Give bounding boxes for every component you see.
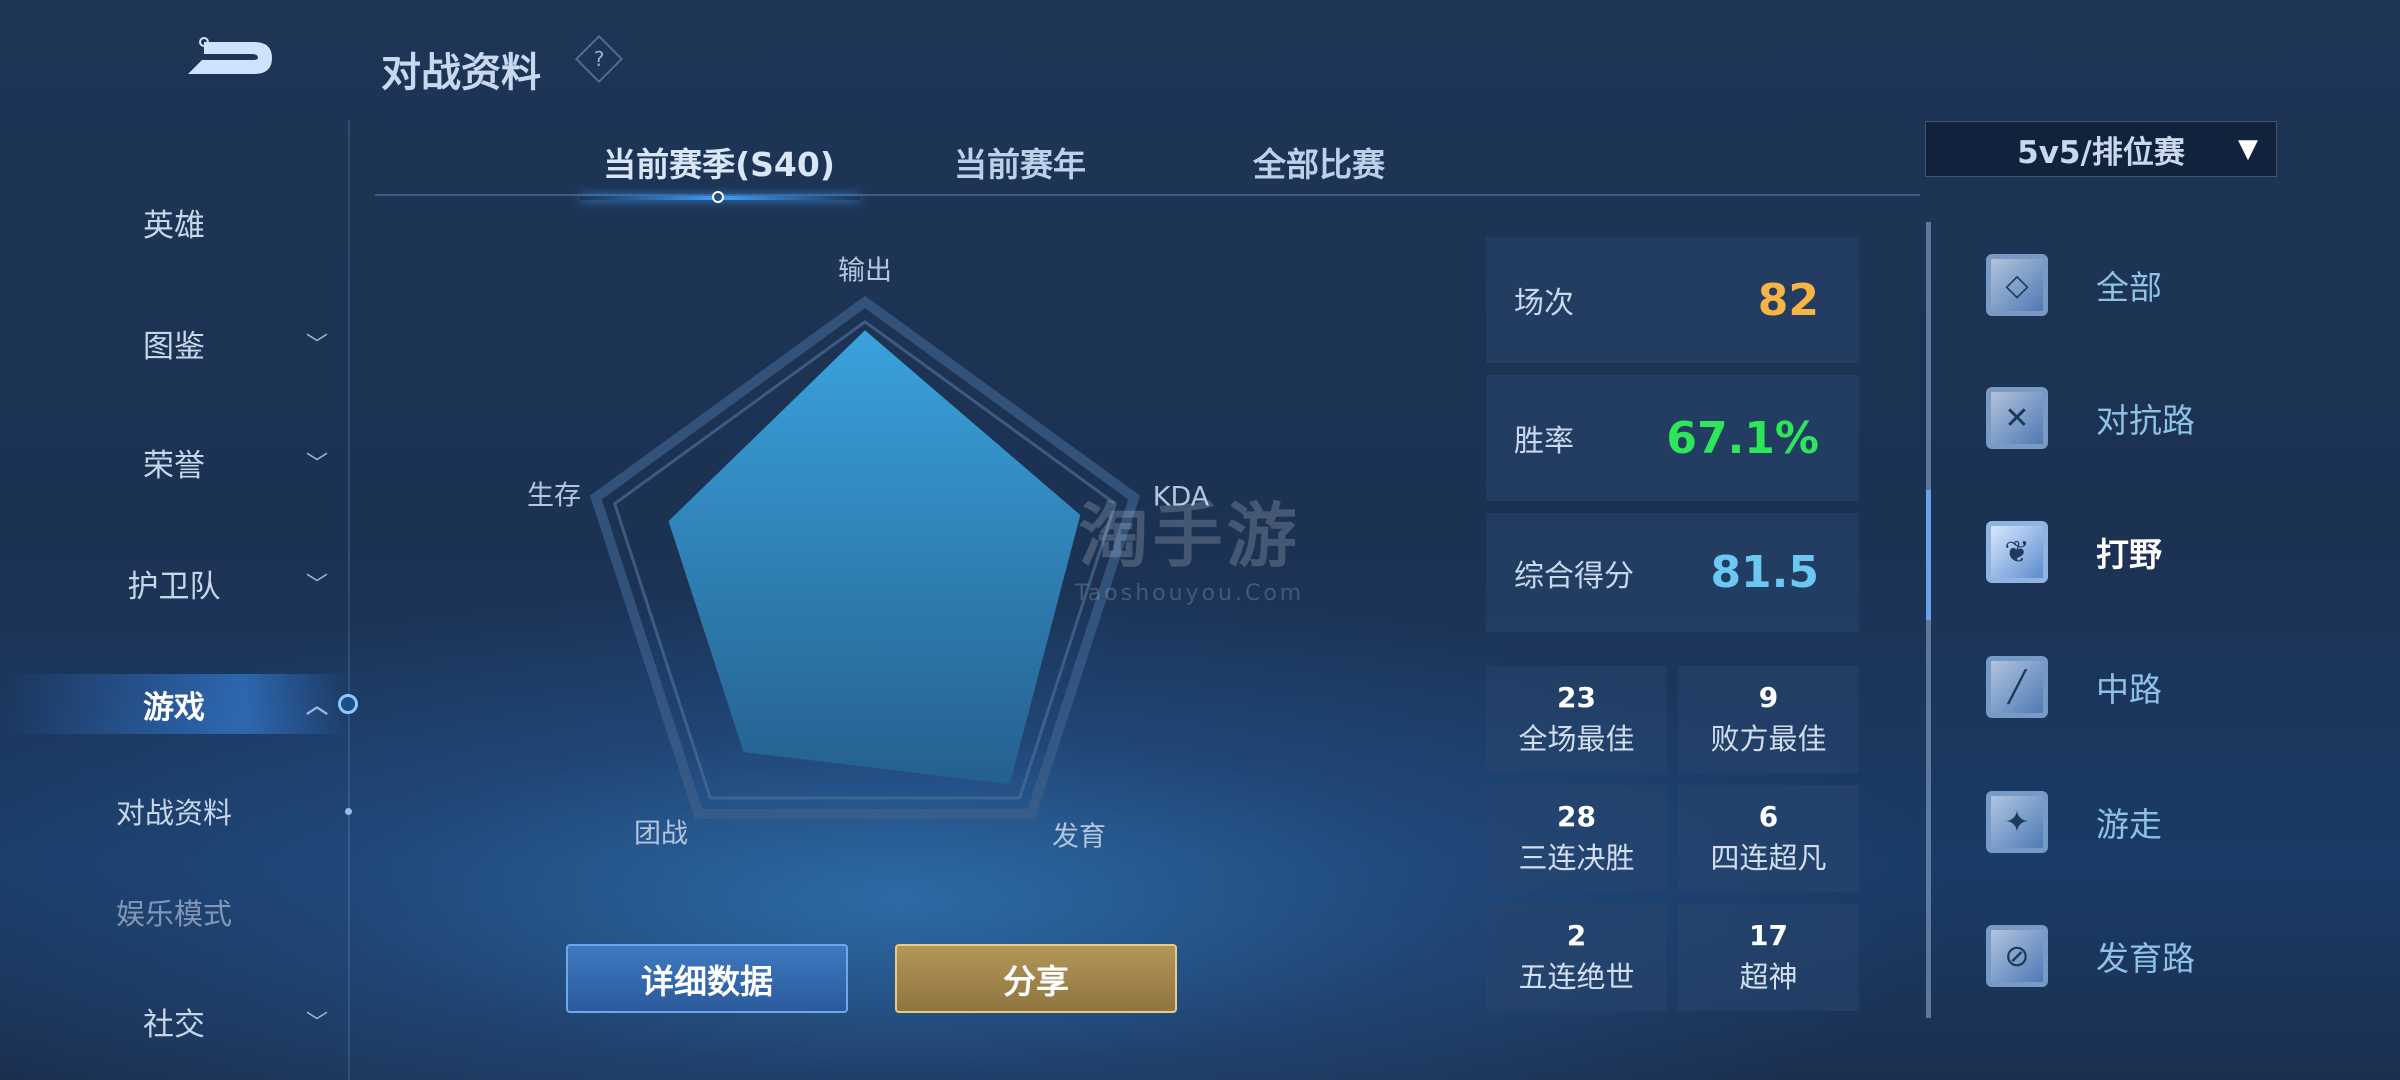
sidebar-item[interactable]: 娱乐模式 (0, 882, 348, 942)
achievement-cell: 9 败方最佳 (1678, 666, 1859, 773)
sidebar-item[interactable]: 社交 ﹀ (0, 991, 348, 1051)
chevron-down-icon: ﹀ (306, 333, 329, 358)
sidebar-item-label: 图鉴 (143, 328, 205, 365)
stat-label: 场次 (1514, 286, 1574, 321)
mode-filter-value: 5v5/排位赛 (2017, 134, 2185, 171)
role-item[interactable]: ╱ 中路 (1986, 652, 2162, 722)
selected-dot-icon (345, 807, 352, 815)
jungle-icon: ❦ (1986, 521, 2048, 583)
filter-icon: ▼ (2238, 134, 2258, 164)
achievement-count: 28 (1557, 800, 1596, 833)
chevron-up-icon: ︿ (306, 694, 329, 719)
sidebar-item[interactable]: 护卫队 ﹀ (0, 553, 348, 613)
achievement-cell: 17 超神 (1678, 904, 1859, 1011)
achievement-cell: 6 四连超凡 (1678, 785, 1859, 892)
details-button[interactable]: 详细数据 (566, 944, 848, 1013)
role-item[interactable]: ⊘ 发育路 (1986, 921, 2195, 991)
role-item[interactable]: ◇ 全部 (1986, 250, 2162, 320)
page-title: 对战资料 (381, 50, 541, 96)
role-item[interactable]: ❦ 打野 (1986, 517, 2162, 587)
sidebar-item[interactable]: 游戏 ︿ (0, 674, 358, 734)
achievement-label: 三连决胜 (1518, 841, 1635, 875)
chevron-down-icon: ﹀ (306, 573, 329, 598)
achievement-cell: 2 五连绝世 (1486, 904, 1667, 1011)
radar-axis-label: 生存 (527, 480, 581, 512)
achievement-count: 9 (1758, 681, 1779, 714)
achievement-label: 败方最佳 (1710, 722, 1827, 756)
role-label: 中路 (2096, 670, 2162, 709)
stat-value: 81.5 (1710, 547, 1819, 598)
chevron-down-icon: ﹀ (306, 452, 329, 477)
achievement-cell: 23 全场最佳 (1486, 666, 1667, 773)
sidebar-item-label: 荣誉 (143, 447, 205, 484)
stat-matches: 场次 82 (1486, 237, 1859, 363)
tab-current-season[interactable]: 当前赛季(S40) (603, 145, 835, 184)
sidebar-item[interactable]: 对战资料 (0, 781, 352, 841)
active-marker-icon (338, 694, 358, 714)
sidebar-item-label: 社交 (143, 1006, 205, 1043)
share-button[interactable]: 分享 (895, 944, 1177, 1013)
radar-axis-label: 发育 (1052, 821, 1106, 853)
role-item[interactable]: ✦ 游走 (1986, 787, 2162, 857)
watermark-logo: 淘手游 Taoshouyou.Com (1075, 495, 1305, 606)
achievement-label: 五连绝世 (1518, 960, 1635, 994)
sidebar-item-label: 护卫队 (127, 568, 221, 605)
back-arrow-icon[interactable] (184, 36, 276, 80)
sidebar-divider (348, 120, 350, 1080)
sidebar-item-label: 英雄 (143, 207, 205, 244)
help-icon[interactable]: ? (574, 34, 624, 84)
all-roles-icon: ◇ (1986, 254, 2048, 316)
tab-current-year[interactable]: 当前赛年 (954, 145, 1086, 184)
radar-value-area (668, 330, 1081, 785)
stat-winrate: 胜率 67.1% (1486, 375, 1859, 501)
roam-icon: ✦ (1986, 791, 2048, 853)
stat-label: 综合得分 (1514, 558, 1634, 594)
stat-value: 67.1% (1666, 412, 1819, 464)
role-label: 发育路 (2096, 939, 2195, 978)
role-label: 游走 (2096, 805, 2162, 844)
role-label: 全部 (2096, 268, 2162, 307)
radar-axis-label: KDA (1152, 481, 1210, 513)
achievement-count: 17 (1749, 919, 1788, 952)
radar-axis-label: 输出 (838, 255, 892, 287)
tab-bar-line (375, 194, 1920, 196)
mid-lane-icon: ╱ (1986, 656, 2048, 718)
achievement-cell: 28 三连决胜 (1486, 785, 1667, 892)
farm-lane-icon: ⊘ (1986, 925, 2048, 987)
radar-ring (589, 295, 1141, 819)
radar-axis-label: 团战 (634, 818, 688, 850)
achievement-label: 四连超凡 (1710, 841, 1827, 875)
achievement-count: 23 (1557, 681, 1596, 714)
radar-chart (589, 295, 1141, 819)
sidebar-item[interactable]: 图鉴 ﹀ (0, 313, 348, 373)
sidebar-item-label: 游戏 (143, 689, 205, 726)
clash-lane-icon: ✕ (1986, 387, 2048, 449)
sidebar-item-label: 对战资料 (115, 796, 232, 830)
achievement-label: 全场最佳 (1518, 722, 1635, 756)
stat-label: 胜率 (1514, 424, 1574, 459)
sidebar-item[interactable]: 荣誉 ﹀ (0, 432, 348, 492)
achievement-count: 2 (1566, 919, 1587, 952)
chevron-down-icon: ﹀ (306, 1011, 329, 1036)
mode-filter-dropdown[interactable]: 5v5/排位赛 ▼ (1925, 121, 2277, 177)
sidebar-item-label: 娱乐模式 (115, 897, 232, 931)
active-tab-dot (712, 191, 724, 203)
achievement-count: 6 (1758, 800, 1779, 833)
sidebar-item[interactable]: 英雄 (0, 192, 348, 252)
role-label: 对抗路 (2096, 401, 2195, 440)
role-label: 打野 (2096, 535, 2162, 574)
achievement-label: 超神 (1739, 960, 1798, 994)
role-list-scroll-thumb[interactable] (1926, 490, 1931, 620)
radar-ring (612, 319, 1118, 800)
stat-score: 综合得分 81.5 (1486, 513, 1859, 632)
role-item[interactable]: ✕ 对抗路 (1986, 383, 2195, 453)
tab-all-matches[interactable]: 全部比赛 (1253, 145, 1385, 184)
stat-value: 82 (1757, 274, 1819, 326)
role-list-scrollbar[interactable] (1926, 222, 1931, 1018)
